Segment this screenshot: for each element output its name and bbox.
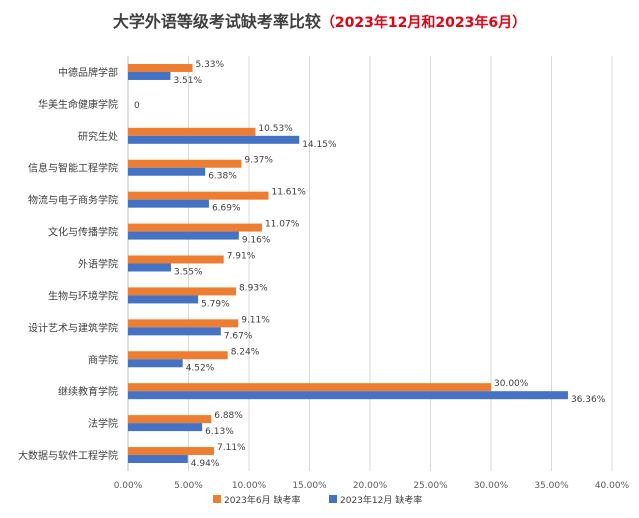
category-label: 继续教育学院	[58, 385, 118, 398]
x-tick-label: 20.00%	[353, 481, 388, 491]
bar-jun	[128, 63, 193, 72]
data-label-dec: 6.13%	[205, 427, 234, 437]
bar-jun	[128, 223, 262, 232]
bar-jun	[128, 127, 256, 136]
x-tick-label: 5.00%	[174, 481, 203, 491]
data-label-dec: 4.52%	[186, 363, 215, 373]
bar-jun	[128, 351, 228, 360]
category-label: 文化与传播学院	[48, 226, 118, 239]
data-label-dec: 3.55%	[174, 268, 203, 278]
category-label: 法学院	[88, 417, 118, 430]
data-label-jun: 11.61%	[271, 188, 306, 198]
data-label-jun: 7.11%	[217, 443, 246, 453]
category-label: 研究生处	[78, 130, 118, 143]
legend-label-jun: 2023年6月 缺考率	[224, 494, 301, 506]
legend-swatch-dec	[329, 495, 337, 503]
chart-subtitle: （2023年12月和2023年6月）	[320, 15, 527, 31]
chart-title: 大学外语等级考试缺考率比较（2023年12月和2023年6月）	[0, 8, 639, 32]
category-label: 华美生命健康学院	[38, 98, 118, 111]
bar-dec	[128, 199, 209, 208]
category-label: 商学院	[88, 353, 118, 366]
bar-jun	[128, 319, 239, 328]
data-label-dec: 36.36%	[571, 395, 606, 405]
bar-jun	[128, 287, 237, 296]
data-label-dec: 6.38%	[208, 172, 237, 182]
bar-dec	[128, 327, 221, 336]
bar-jun	[128, 383, 491, 392]
data-label-jun: 6.88%	[214, 411, 243, 421]
data-label-dec: 14.15%	[302, 140, 337, 150]
bar-dec	[128, 391, 568, 400]
x-tick-label: 25.00%	[413, 481, 448, 491]
category-label: 物流与电子商务学院	[28, 194, 118, 207]
category-label: 设计艺术与建筑学院	[28, 321, 118, 334]
data-label-dec: 3.51%	[173, 76, 202, 86]
data-label-jun: 8.93%	[239, 283, 268, 293]
data-label-dec: 4.94%	[191, 459, 220, 469]
bar-dec	[128, 71, 171, 80]
data-label-jun: 11.07%	[265, 220, 300, 230]
category-label: 外语学院	[78, 258, 118, 271]
category-label: 大数据与软件工程学院	[18, 449, 118, 462]
data-label-dec: 6.69%	[212, 204, 241, 214]
x-tick-label: 15.00%	[292, 481, 327, 491]
bar-jun	[128, 255, 224, 264]
category-label: 中德品牌学部	[58, 66, 118, 79]
data-label-dec: 9.16%	[242, 236, 271, 246]
chart-title-main: 大学外语等级考试缺考率比较	[112, 12, 321, 31]
data-label-dec: 7.67%	[224, 331, 253, 341]
bar-jun	[128, 159, 242, 168]
bar-dec	[128, 231, 239, 240]
category-label: 信息与智能工程学院	[28, 162, 118, 175]
bar-dec	[128, 263, 171, 272]
bar-dec	[128, 295, 199, 304]
data-label-jun: 30.00%	[494, 379, 529, 389]
data-label-jun: 10.53%	[258, 124, 293, 134]
bar-jun	[128, 447, 215, 456]
x-tick-label: 0.00%	[114, 481, 143, 491]
data-label-jun: 0	[134, 101, 140, 111]
bar-jun	[128, 415, 212, 424]
data-label-jun: 9.37%	[244, 156, 273, 166]
data-label-jun: 5.33%	[195, 60, 224, 70]
bar-dec	[128, 423, 203, 432]
x-tick-label: 40.00%	[595, 481, 630, 491]
data-label-jun: 8.24%	[231, 347, 260, 357]
bar-dec	[128, 167, 206, 176]
bar-dec	[128, 455, 188, 464]
x-tick-label: 35.00%	[534, 481, 569, 491]
x-tick-label: 10.00%	[232, 481, 267, 491]
bar-jun	[128, 191, 269, 200]
x-tick-label: 30.00%	[474, 481, 509, 491]
legend-label-dec: 2023年12月 缺考率	[340, 494, 422, 506]
category-label: 生物与环境学院	[48, 289, 118, 302]
data-label-jun: 9.11%	[241, 315, 270, 325]
data-label-jun: 7.91%	[227, 252, 256, 262]
bar-dec	[128, 359, 183, 368]
data-label-dec: 5.79%	[201, 299, 230, 309]
legend-swatch-jun	[213, 495, 221, 503]
bar-dec	[128, 135, 300, 144]
